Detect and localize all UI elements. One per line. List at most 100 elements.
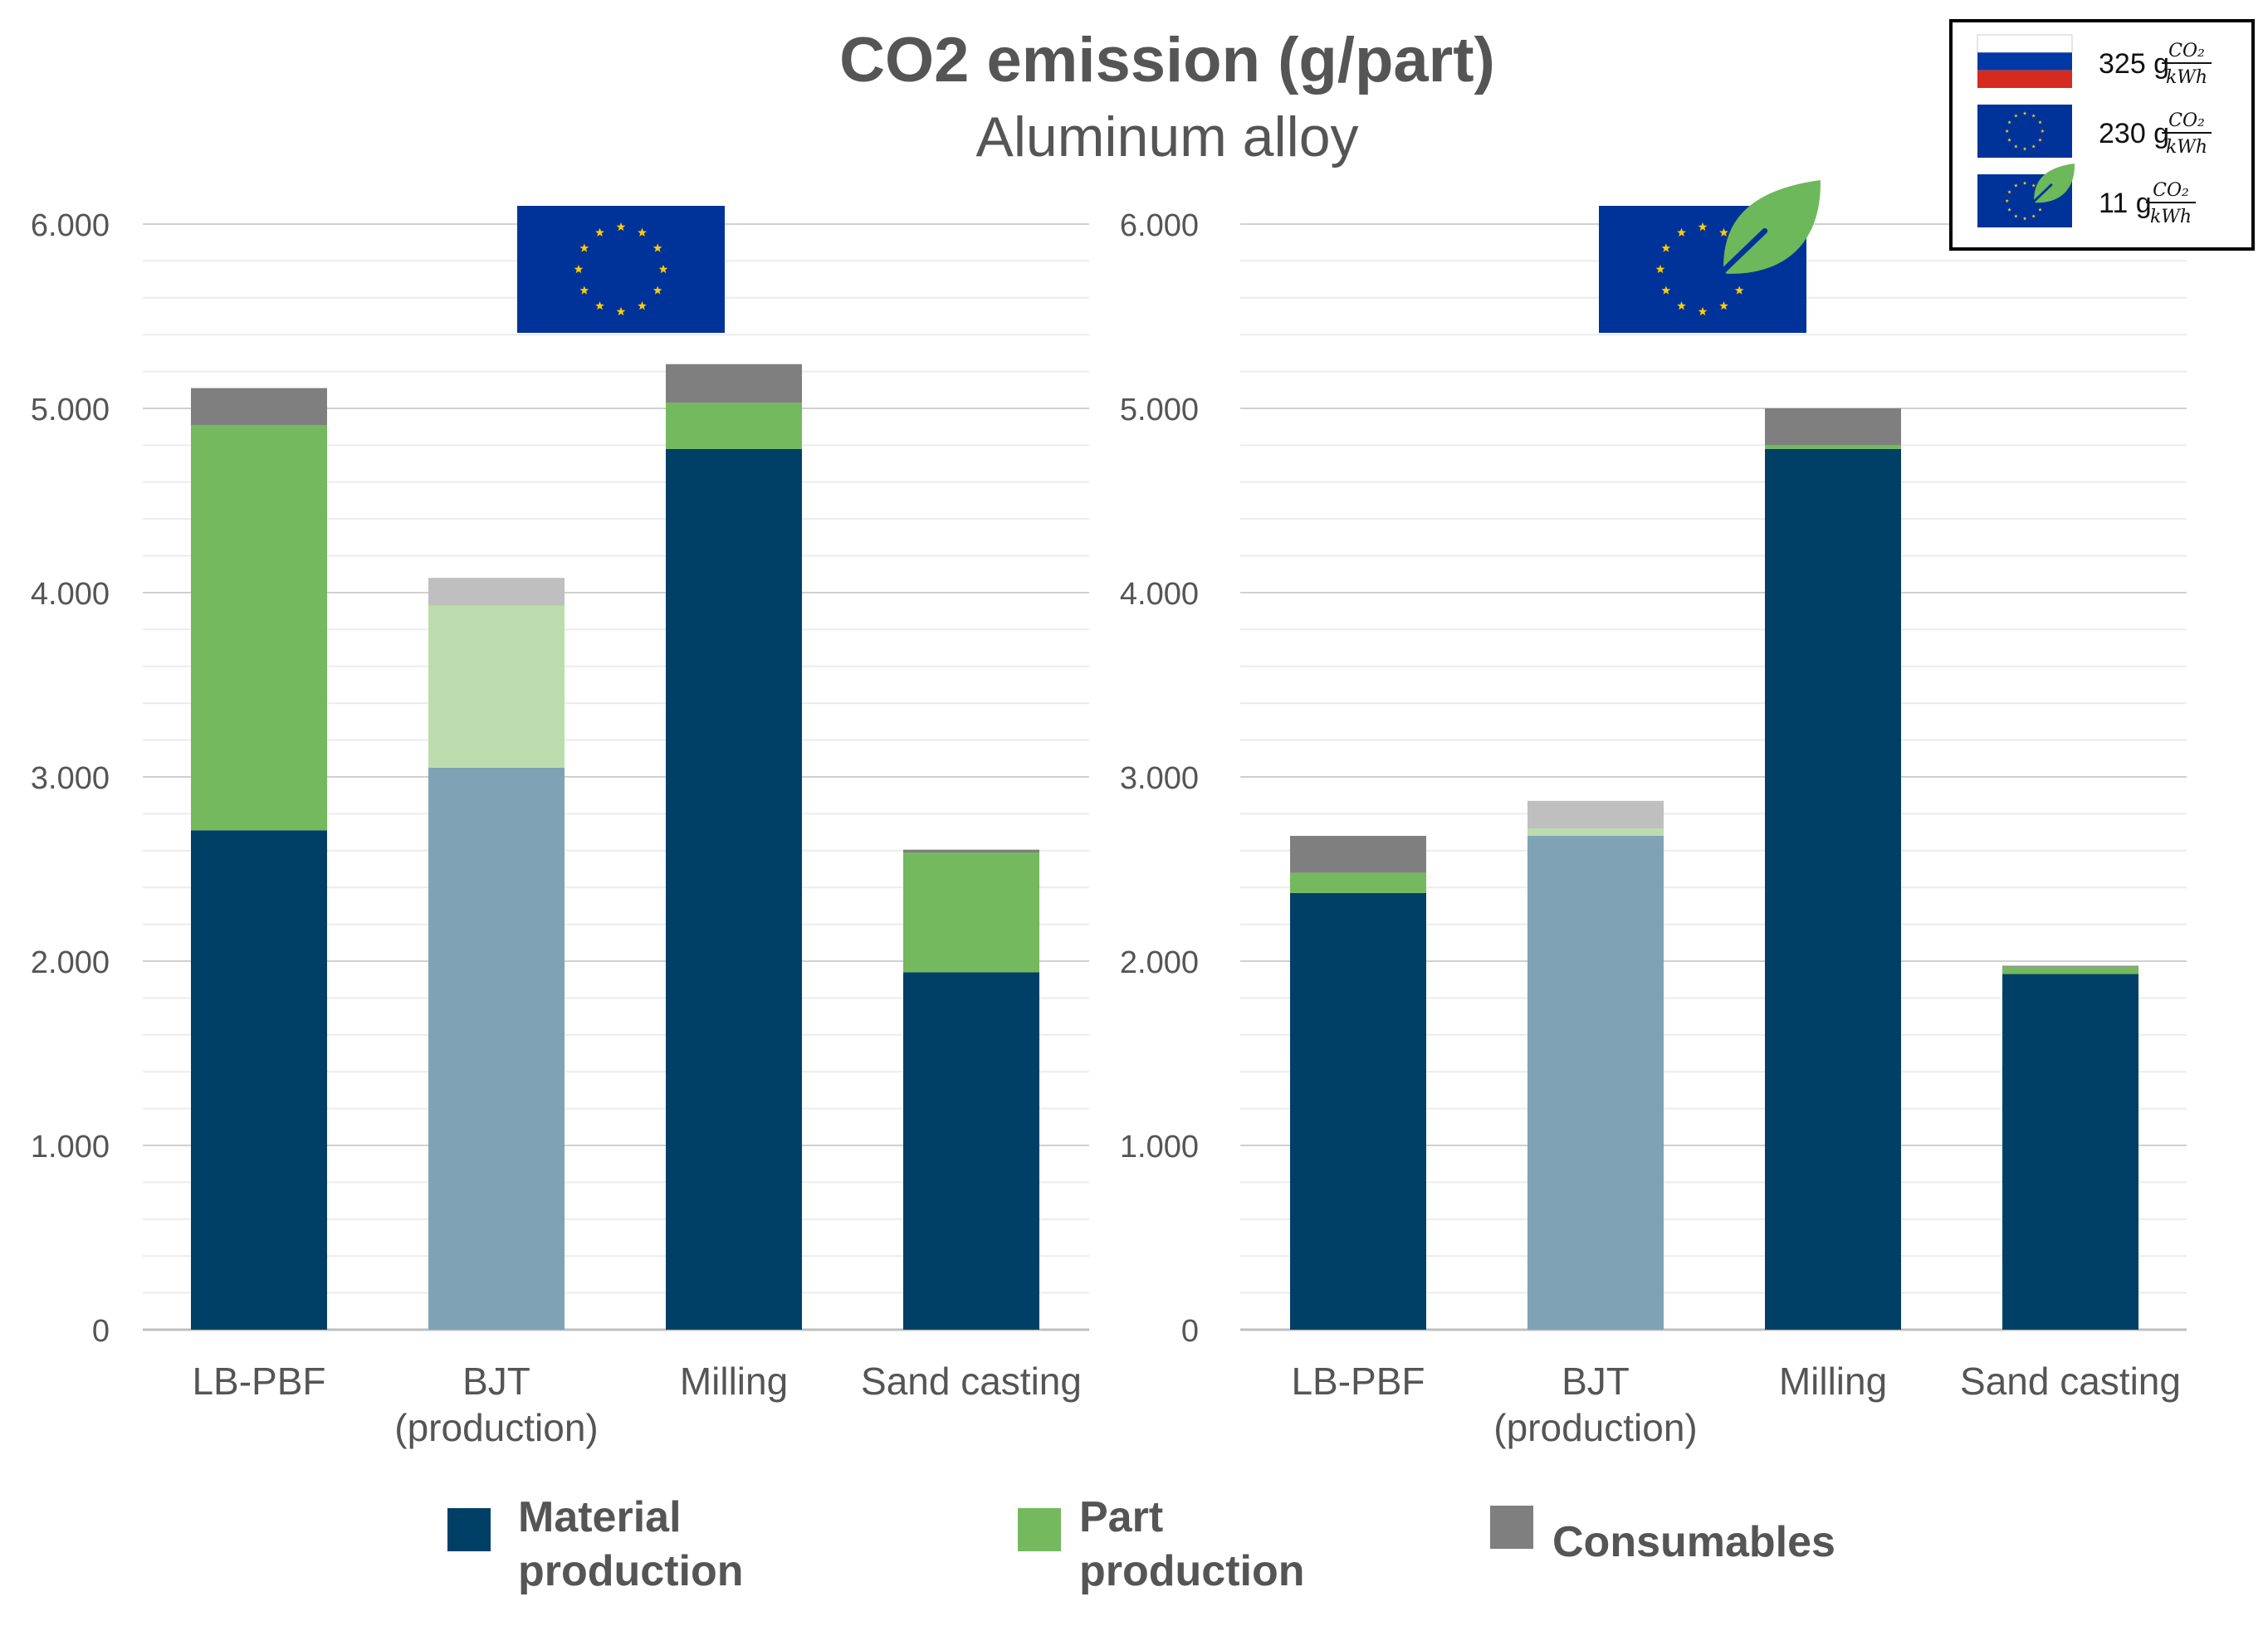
x-tick-label: Sand casting xyxy=(861,1360,1082,1403)
y-tick-label: 4.000 xyxy=(1120,577,1199,612)
panel-flag xyxy=(517,206,725,333)
key-value: 11 g xyxy=(2099,188,2152,219)
flag-star xyxy=(2031,183,2036,188)
flag-star xyxy=(2007,120,2011,125)
flag-star xyxy=(1655,264,1665,274)
y-tick-label: 3.000 xyxy=(31,761,110,796)
x-tick-label: Milling xyxy=(1779,1360,1887,1403)
flag-star xyxy=(2022,216,2027,221)
key-value: 325 g xyxy=(2099,48,2169,80)
flag-star xyxy=(2005,129,2009,133)
flag-star xyxy=(1698,306,1708,316)
flag-star xyxy=(2022,146,2027,151)
flag-star xyxy=(1661,243,1671,252)
flag-star xyxy=(2038,208,2042,212)
panel-flag xyxy=(1599,180,1821,333)
bar-segment xyxy=(1527,836,1664,1330)
flag-star xyxy=(1734,286,1744,295)
y-tick-label: 1.000 xyxy=(1120,1130,1199,1165)
flag-star xyxy=(2031,214,2036,218)
key-flag xyxy=(1977,105,2072,158)
flag-star xyxy=(658,264,668,274)
flag-star xyxy=(2007,189,2011,194)
flag-star xyxy=(595,227,604,237)
key-numerator: CO₂ xyxy=(2168,41,2205,61)
flag-star xyxy=(2038,120,2042,125)
flag-star xyxy=(2022,181,2027,185)
flag-star xyxy=(2007,138,2011,142)
y-tick-label: 4.000 xyxy=(31,577,110,612)
key-numerator: CO₂ xyxy=(2153,180,2189,201)
flag-star xyxy=(638,301,647,310)
leaf-vein xyxy=(1714,227,1768,281)
flag-star xyxy=(1677,227,1686,237)
bar-segment xyxy=(903,849,1039,853)
flag-star xyxy=(2031,144,2036,149)
bar-segment xyxy=(428,578,565,606)
bar-segment xyxy=(1765,445,1901,449)
flag-star xyxy=(638,227,647,237)
bar-segment xyxy=(191,388,327,425)
key-flag xyxy=(1977,164,2075,227)
flag-star xyxy=(2014,183,2018,188)
flag-star xyxy=(2014,144,2018,149)
bar-segment xyxy=(1290,892,1426,1330)
bar-segment xyxy=(666,403,802,449)
flag-star xyxy=(1661,286,1671,295)
right-panel: 0 1.000 2.000 3.000 4.000 5.000 6.000 LB-PBF BJT… xyxy=(1120,180,2187,1449)
flag-star xyxy=(616,306,626,316)
bar-segment xyxy=(1290,872,1426,893)
x-tick-label: Sand casting xyxy=(1960,1360,2181,1403)
x-tick-label: LB-PBF xyxy=(1291,1360,1425,1403)
legend-label: production xyxy=(518,1547,744,1595)
flag-star xyxy=(2038,138,2042,142)
left-panel: 0 1.000 2.000 3.000 4.000 5.000 6.000 LB-PBF BJT… xyxy=(31,206,1089,1449)
key-denominator: kWh xyxy=(2166,67,2207,88)
y-tick-label: 2.000 xyxy=(1120,945,1199,980)
x-tick-label: (production) xyxy=(1493,1406,1697,1449)
legend-label: Material xyxy=(518,1493,682,1541)
legend-swatch xyxy=(1490,1506,1533,1549)
bar-segment xyxy=(1765,448,1901,1330)
y-tick-label: 2.000 xyxy=(31,945,110,980)
y-tick-label: 3.000 xyxy=(1120,761,1199,796)
flag-stripe-red xyxy=(1977,70,2072,88)
x-tick-label: (production) xyxy=(394,1406,598,1449)
flag-star xyxy=(574,264,584,274)
x-tick-label: BJT xyxy=(462,1360,530,1403)
flag-stripe-white xyxy=(1977,34,2073,53)
flag-stripe-blue xyxy=(1977,52,2072,71)
bar-segment xyxy=(1527,800,1664,829)
bar-segment xyxy=(191,424,327,831)
legend-label: Consumables xyxy=(1552,1518,1835,1566)
bar-segment xyxy=(1765,408,1901,446)
legend-label: Part xyxy=(1079,1493,1163,1541)
y-tick-label: 1.000 xyxy=(31,1130,110,1165)
bar-segment xyxy=(428,767,565,1330)
bar-segment xyxy=(428,605,565,768)
bar-segment xyxy=(1527,828,1664,837)
x-tick-label: BJT xyxy=(1562,1360,1630,1403)
bar-segment xyxy=(903,972,1039,1330)
leaf-icon xyxy=(1714,180,1821,281)
bar-segment xyxy=(666,448,802,1330)
legend-swatch xyxy=(1018,1508,1061,1551)
key-denominator: kWh xyxy=(2150,207,2192,227)
flag-star xyxy=(579,243,589,252)
key-denominator: kWh xyxy=(2166,137,2207,158)
legend-swatch xyxy=(447,1508,491,1551)
bar-segment xyxy=(2002,974,2138,1330)
flag-star xyxy=(2014,214,2018,218)
bar-segment xyxy=(1290,836,1426,873)
flag-star xyxy=(595,301,604,310)
flag-star xyxy=(2005,198,2009,203)
legend-label: production xyxy=(1079,1547,1305,1595)
bar-segment xyxy=(666,364,802,403)
key-flag xyxy=(1977,34,2073,88)
y-tick-label: 5.000 xyxy=(1120,393,1199,427)
flag-star xyxy=(2031,114,2036,118)
flag-star xyxy=(579,286,589,295)
flag-star xyxy=(2041,129,2045,133)
